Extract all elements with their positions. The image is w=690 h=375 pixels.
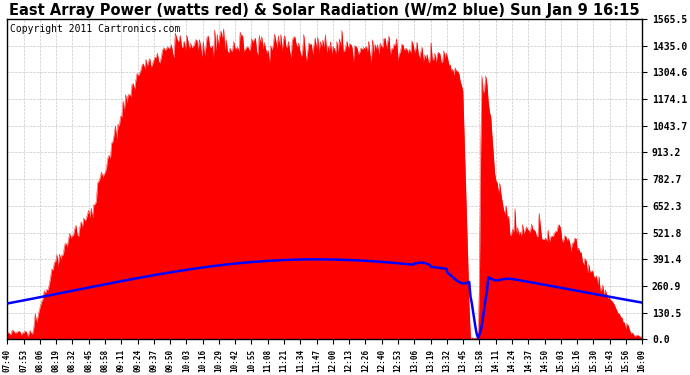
Title: East Array Power (watts red) & Solar Radiation (W/m2 blue) Sun Jan 9 16:15: East Array Power (watts red) & Solar Rad… [10,3,640,18]
Text: Copyright 2011 Cartronics.com: Copyright 2011 Cartronics.com [10,24,181,34]
